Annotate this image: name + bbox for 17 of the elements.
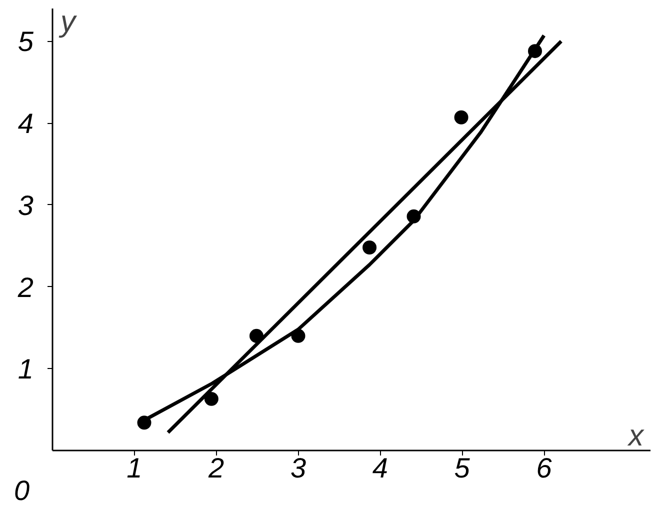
text: 0 [14,474,30,508]
x-tick-label: 2 [208,452,225,484]
x-tick-label: 3 [290,452,306,484]
x-tick-label: 1 [126,452,142,484]
y-tick-label: 2 [16,272,34,303]
point [204,392,218,406]
x-tick-label: 6 [536,452,552,484]
x-axis-title: x [626,420,644,452]
y-tick-label: 1 [18,354,34,385]
y-tick-label: 5 [18,26,34,58]
y-axis-title: y [58,6,78,38]
point [454,110,468,124]
y-tick-label: 4 [18,108,34,140]
x-tick-label: 5 [454,452,470,484]
x-tick-label: 4 [372,452,388,484]
y-tick-label: 3 [18,190,34,221]
point [362,240,377,254]
